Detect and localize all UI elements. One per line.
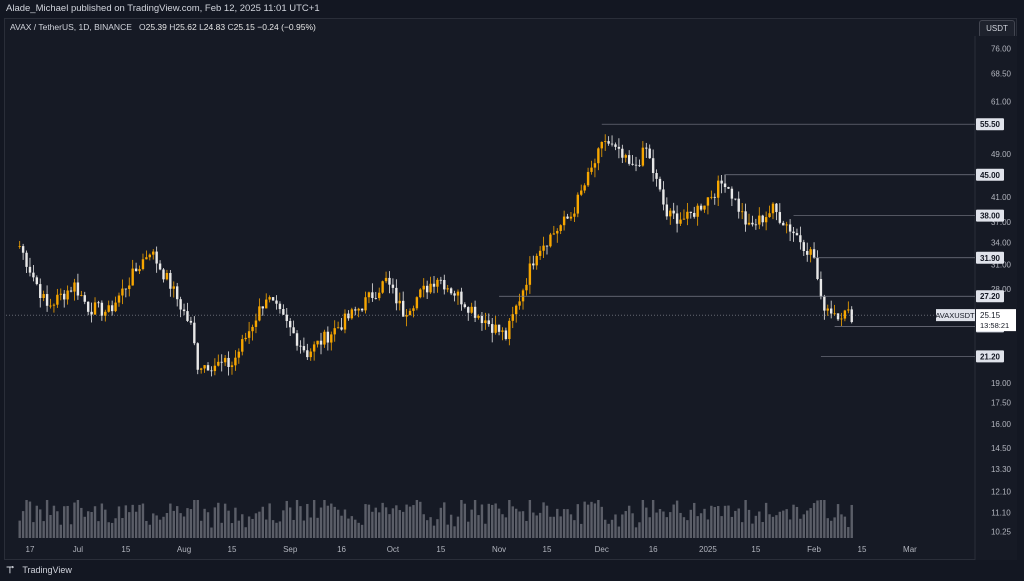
tradingview-logo-icon: ⊤⃗	[6, 565, 14, 575]
footer: ⊤⃗ TradingView	[6, 565, 72, 576]
symbol-label: AVAX / TetherUS, 1D, BINANCE	[10, 22, 132, 32]
close-label: C	[227, 22, 234, 32]
open-value: 25.39	[145, 22, 167, 32]
high-label: H	[169, 22, 176, 32]
chart-panel[interactable]	[4, 18, 1017, 560]
change-value: −0.24 (−0.95%)	[257, 22, 316, 32]
publish-line: Alade_Michael published on TradingView.c…	[6, 3, 320, 14]
footer-brand: TradingView	[22, 565, 72, 575]
currency-button[interactable]: USDT	[979, 20, 1015, 38]
low-value: 24.83	[203, 22, 226, 32]
close-value: 25.15	[233, 22, 255, 32]
open-label: O	[138, 22, 146, 32]
low-label: L	[199, 22, 204, 32]
high-value: 25.62	[175, 22, 197, 32]
ohlc-legend: AVAX / TetherUS, 1D, BINANCE O25.39 H25.…	[10, 22, 316, 32]
